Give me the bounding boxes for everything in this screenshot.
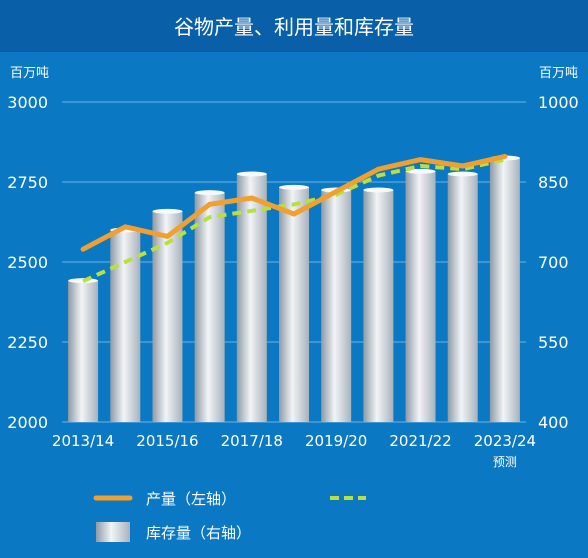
bar-top: [236, 171, 267, 177]
left-tick-label: 2250: [7, 333, 48, 352]
right-tick-label: 700: [538, 253, 569, 272]
left-tick-label: 2000: [7, 413, 48, 432]
legend-stock-swatch: [96, 522, 130, 542]
left-tick-label: 2750: [7, 173, 48, 192]
production-line: [80, 153, 508, 252]
left-tick-label: 3000: [7, 93, 48, 112]
title-bar: [0, 0, 588, 52]
x-tick-label: 2013/14: [52, 432, 114, 450]
right-tick-label: 850: [538, 173, 569, 192]
left-axis-label: 百万吨: [10, 66, 49, 81]
right-tick-label: 1000: [538, 93, 579, 112]
bar-2020/21: [363, 190, 394, 422]
bar-2014/15: [110, 230, 141, 422]
bar-2018/19: [279, 187, 309, 422]
bar-top: [405, 168, 436, 174]
bar-top: [447, 171, 478, 177]
bar-2013/14: [68, 280, 99, 422]
x-tick-label: 2023/24: [474, 432, 536, 450]
bar-2016/17: [194, 192, 225, 422]
bar-2021/22: [405, 171, 436, 422]
x-tick-label: 2017/18: [221, 432, 283, 450]
right-tick-label: 550: [538, 333, 569, 352]
x-tick-label: 2021/22: [389, 432, 451, 450]
x-tick-label: 2019/20: [305, 432, 367, 450]
bar-top: [363, 187, 394, 193]
right-axis-label: 百万吨: [539, 66, 578, 81]
legend-production-label: 产量（左轴）: [146, 490, 236, 508]
bar-2023/24: [489, 158, 520, 422]
legend-stock-label: 库存量（右轴）: [146, 524, 251, 542]
right-tick-label: 400: [538, 413, 569, 432]
forecast-label: 预测: [493, 455, 517, 469]
bar-2019/20: [321, 190, 352, 422]
bar-top: [152, 208, 183, 214]
bar-top: [279, 184, 309, 190]
bar-2022/23: [447, 174, 478, 422]
chart-title: 谷物产量、利用量和库存量: [174, 15, 414, 39]
bar-top: [194, 190, 225, 196]
bar-2017/18: [236, 174, 267, 422]
x-tick-label: 2015/16: [136, 432, 198, 450]
left-tick-label: 2500: [7, 253, 48, 272]
utilization-line: [82, 157, 506, 284]
